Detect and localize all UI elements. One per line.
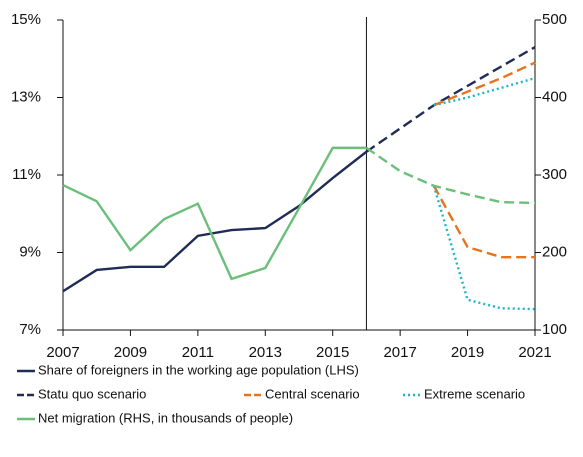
- legend-label: Share of foreigners in the working age p…: [38, 362, 359, 377]
- legend-label: Extreme scenario: [424, 386, 525, 401]
- y2-tick-label: 200: [542, 243, 567, 260]
- x-tick-label: 2019: [451, 344, 484, 361]
- y-tick-label: 7%: [19, 321, 41, 338]
- y2-tick-label: 100: [542, 321, 567, 338]
- y-tick-label: 13%: [11, 88, 41, 105]
- x-tick-label: 2009: [114, 344, 147, 361]
- line: [433, 61, 536, 107]
- line: [365, 46, 536, 153]
- y2-tick-label: 500: [542, 11, 567, 28]
- legend-label: Central scenario: [265, 386, 360, 401]
- line: [62, 150, 368, 293]
- y-tick-label: 9%: [19, 243, 41, 260]
- line-projection: [365, 146, 536, 205]
- x-tick-label: 2007: [46, 344, 79, 361]
- y2-tick-label: 400: [542, 88, 567, 105]
- line: [62, 146, 367, 281]
- legend-label: Net migration (RHS, in thousands of peop…: [38, 410, 293, 425]
- x-tick-label: 2017: [383, 344, 416, 361]
- y-tick-label: 15%: [11, 11, 41, 28]
- y2-tick-label: 300: [542, 166, 567, 183]
- x-tick-label: 2015: [316, 344, 349, 361]
- legend-label: Statu quo scenario: [38, 386, 146, 401]
- line: [433, 76, 536, 107]
- y-tick-label: 11%: [12, 166, 41, 183]
- x-tick-label: 2013: [249, 344, 282, 361]
- line: [432, 185, 536, 311]
- line: [432, 185, 535, 259]
- x-tick-label: 2021: [518, 344, 551, 361]
- x-tick-label: 2011: [182, 344, 214, 361]
